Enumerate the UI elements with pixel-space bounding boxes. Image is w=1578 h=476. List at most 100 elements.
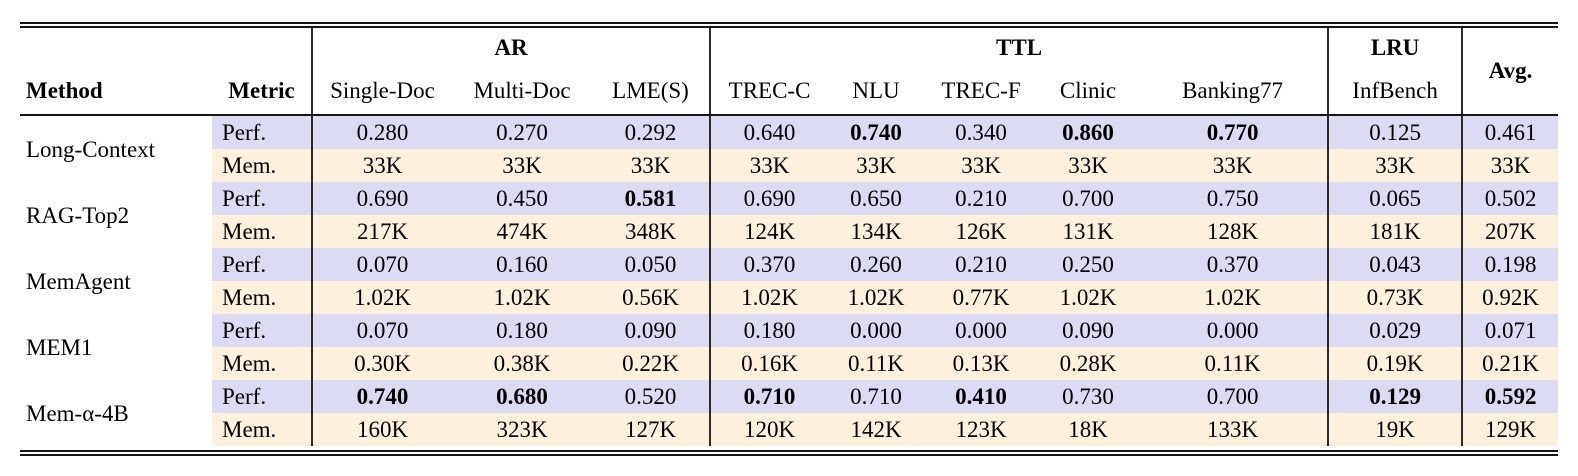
- value-cell: 19K: [1327, 413, 1463, 446]
- value-cell: 0.73K: [1327, 281, 1463, 314]
- value-cell: 217K: [311, 215, 452, 248]
- value-cell: 0.581: [592, 182, 711, 215]
- column-header-clinic: Clinic: [1038, 68, 1139, 116]
- table-body: Long-Context Perf. 0.280 0.270 0.292 0.640 0.7…: [20, 115, 1559, 446]
- value-cell: 0.710: [828, 380, 925, 413]
- metric-label: Mem.: [212, 215, 312, 248]
- method-label: RAG-Top2: [20, 182, 212, 248]
- value-cell: 0.043: [1327, 248, 1463, 281]
- value-cell: 0.680: [452, 380, 592, 413]
- column-header-single-doc: Single-Doc: [311, 68, 452, 116]
- value-cell: 33K: [709, 149, 829, 182]
- value-cell: 323K: [452, 413, 592, 446]
- value-cell: 0.690: [709, 182, 829, 215]
- value-cell: 474K: [452, 215, 592, 248]
- value-cell: 0.650: [828, 182, 925, 215]
- value-cell: 127K: [592, 413, 711, 446]
- value-cell: 0.740: [311, 380, 452, 413]
- value-cell: 129K: [1461, 413, 1559, 446]
- metric-label: Mem.: [212, 347, 312, 380]
- value-cell: 0.750: [1138, 182, 1329, 215]
- table-row: Mem-α-4B Perf. 0.740 0.680 0.520 0.710 0.710 0.…: [20, 380, 1559, 446]
- value-cell: 0.690: [311, 182, 452, 215]
- value-cell: 33K: [1038, 149, 1139, 182]
- table-top-rule: [20, 22, 1558, 28]
- value-cell: 0.000: [924, 314, 1039, 347]
- value-cell: 0.450: [452, 182, 592, 215]
- value-cell: 33K: [1461, 149, 1559, 182]
- value-cell: 0.410: [924, 380, 1039, 413]
- column-header-trec-f: TREC-F: [924, 68, 1039, 116]
- value-cell: 142K: [828, 413, 925, 446]
- value-cell: 0.070: [311, 314, 452, 347]
- value-cell: 131K: [1038, 215, 1139, 248]
- column-header-multi-doc: Multi-Doc: [452, 68, 592, 116]
- value-cell: 0.029: [1327, 314, 1463, 347]
- table-header: AR TTL LRU Avg. Method Metric Single-Doc Multi-…: [20, 28, 1559, 116]
- value-cell: 33K: [828, 149, 925, 182]
- value-cell: 0.16K: [709, 347, 829, 380]
- metric-label: Perf.: [212, 248, 312, 281]
- value-cell: 0.071: [1461, 314, 1559, 347]
- value-cell: 0.129: [1327, 380, 1463, 413]
- group-header-lru: LRU: [1327, 28, 1463, 68]
- method-label: MEM1: [20, 314, 212, 380]
- column-header-lme(s): LME(S): [592, 68, 711, 116]
- metric-label: Mem.: [212, 149, 312, 182]
- method-label: Long-Context: [20, 115, 212, 182]
- value-cell: 0.260: [828, 248, 925, 281]
- value-cell: 1.02K: [1138, 281, 1329, 314]
- metric-label: Mem.: [212, 281, 312, 314]
- value-cell: 0.160: [452, 248, 592, 281]
- column-header-metric: Metric: [212, 68, 312, 116]
- value-cell: 160K: [311, 413, 452, 446]
- value-cell: 0.270: [452, 115, 592, 149]
- value-cell: 0.710: [709, 380, 829, 413]
- metric-label: Perf.: [212, 182, 312, 215]
- value-cell: 126K: [924, 215, 1039, 248]
- column-header-nlu: NLU: [828, 68, 925, 116]
- metric-label: Mem.: [212, 413, 312, 446]
- table-row: RAG-Top2 Perf. 0.690 0.450 0.581 0.690 0.650 0.…: [20, 182, 1559, 248]
- value-cell: 0.000: [828, 314, 925, 347]
- column-header-avg: Avg.: [1461, 28, 1559, 116]
- value-cell: 0.730: [1038, 380, 1139, 413]
- value-cell: 18K: [1038, 413, 1139, 446]
- metric-label: Perf.: [212, 115, 312, 149]
- value-cell: 0.292: [592, 115, 711, 149]
- value-cell: 134K: [828, 215, 925, 248]
- value-cell: 0.13K: [924, 347, 1039, 380]
- table-bottom-rule: [20, 450, 1558, 456]
- value-cell: 0.050: [592, 248, 711, 281]
- column-header-method: Method: [20, 68, 212, 116]
- header-group-row: AR TTL LRU Avg.: [20, 28, 1559, 116]
- value-cell: 33K: [1138, 149, 1329, 182]
- value-cell: 33K: [1327, 149, 1463, 182]
- value-cell: 0.592: [1461, 380, 1559, 413]
- table-row: Long-Context Perf. 0.280 0.270 0.292 0.640 0.7…: [20, 115, 1559, 182]
- value-cell: 0.860: [1038, 115, 1139, 149]
- value-cell: 0.520: [592, 380, 711, 413]
- metric-label: Perf.: [212, 380, 312, 413]
- value-cell: 0.22K: [592, 347, 711, 380]
- value-cell: 0.180: [709, 314, 829, 347]
- value-cell: 0.065: [1327, 182, 1463, 215]
- value-cell: 0.210: [924, 182, 1039, 215]
- value-cell: 0.370: [1138, 248, 1329, 281]
- value-cell: 0.77K: [924, 281, 1039, 314]
- value-cell: 0.21K: [1461, 347, 1559, 380]
- value-cell: 0.180: [452, 314, 592, 347]
- value-cell: 33K: [924, 149, 1039, 182]
- value-cell: 1.02K: [1038, 281, 1139, 314]
- value-cell: 124K: [709, 215, 829, 248]
- value-cell: 133K: [1138, 413, 1329, 446]
- column-header-infbench: InfBench: [1327, 68, 1463, 116]
- table-row: Mem. 1.02K 1.02K 0.56K 1.02K 1.02K 0.77K 1.02K 1…: [20, 281, 1559, 314]
- value-cell: 1.02K: [452, 281, 592, 314]
- value-cell: 0.56K: [592, 281, 711, 314]
- value-cell: 128K: [1138, 215, 1329, 248]
- value-cell: 33K: [592, 149, 711, 182]
- value-cell: 0.770: [1138, 115, 1329, 149]
- value-cell: 0.198: [1461, 248, 1559, 281]
